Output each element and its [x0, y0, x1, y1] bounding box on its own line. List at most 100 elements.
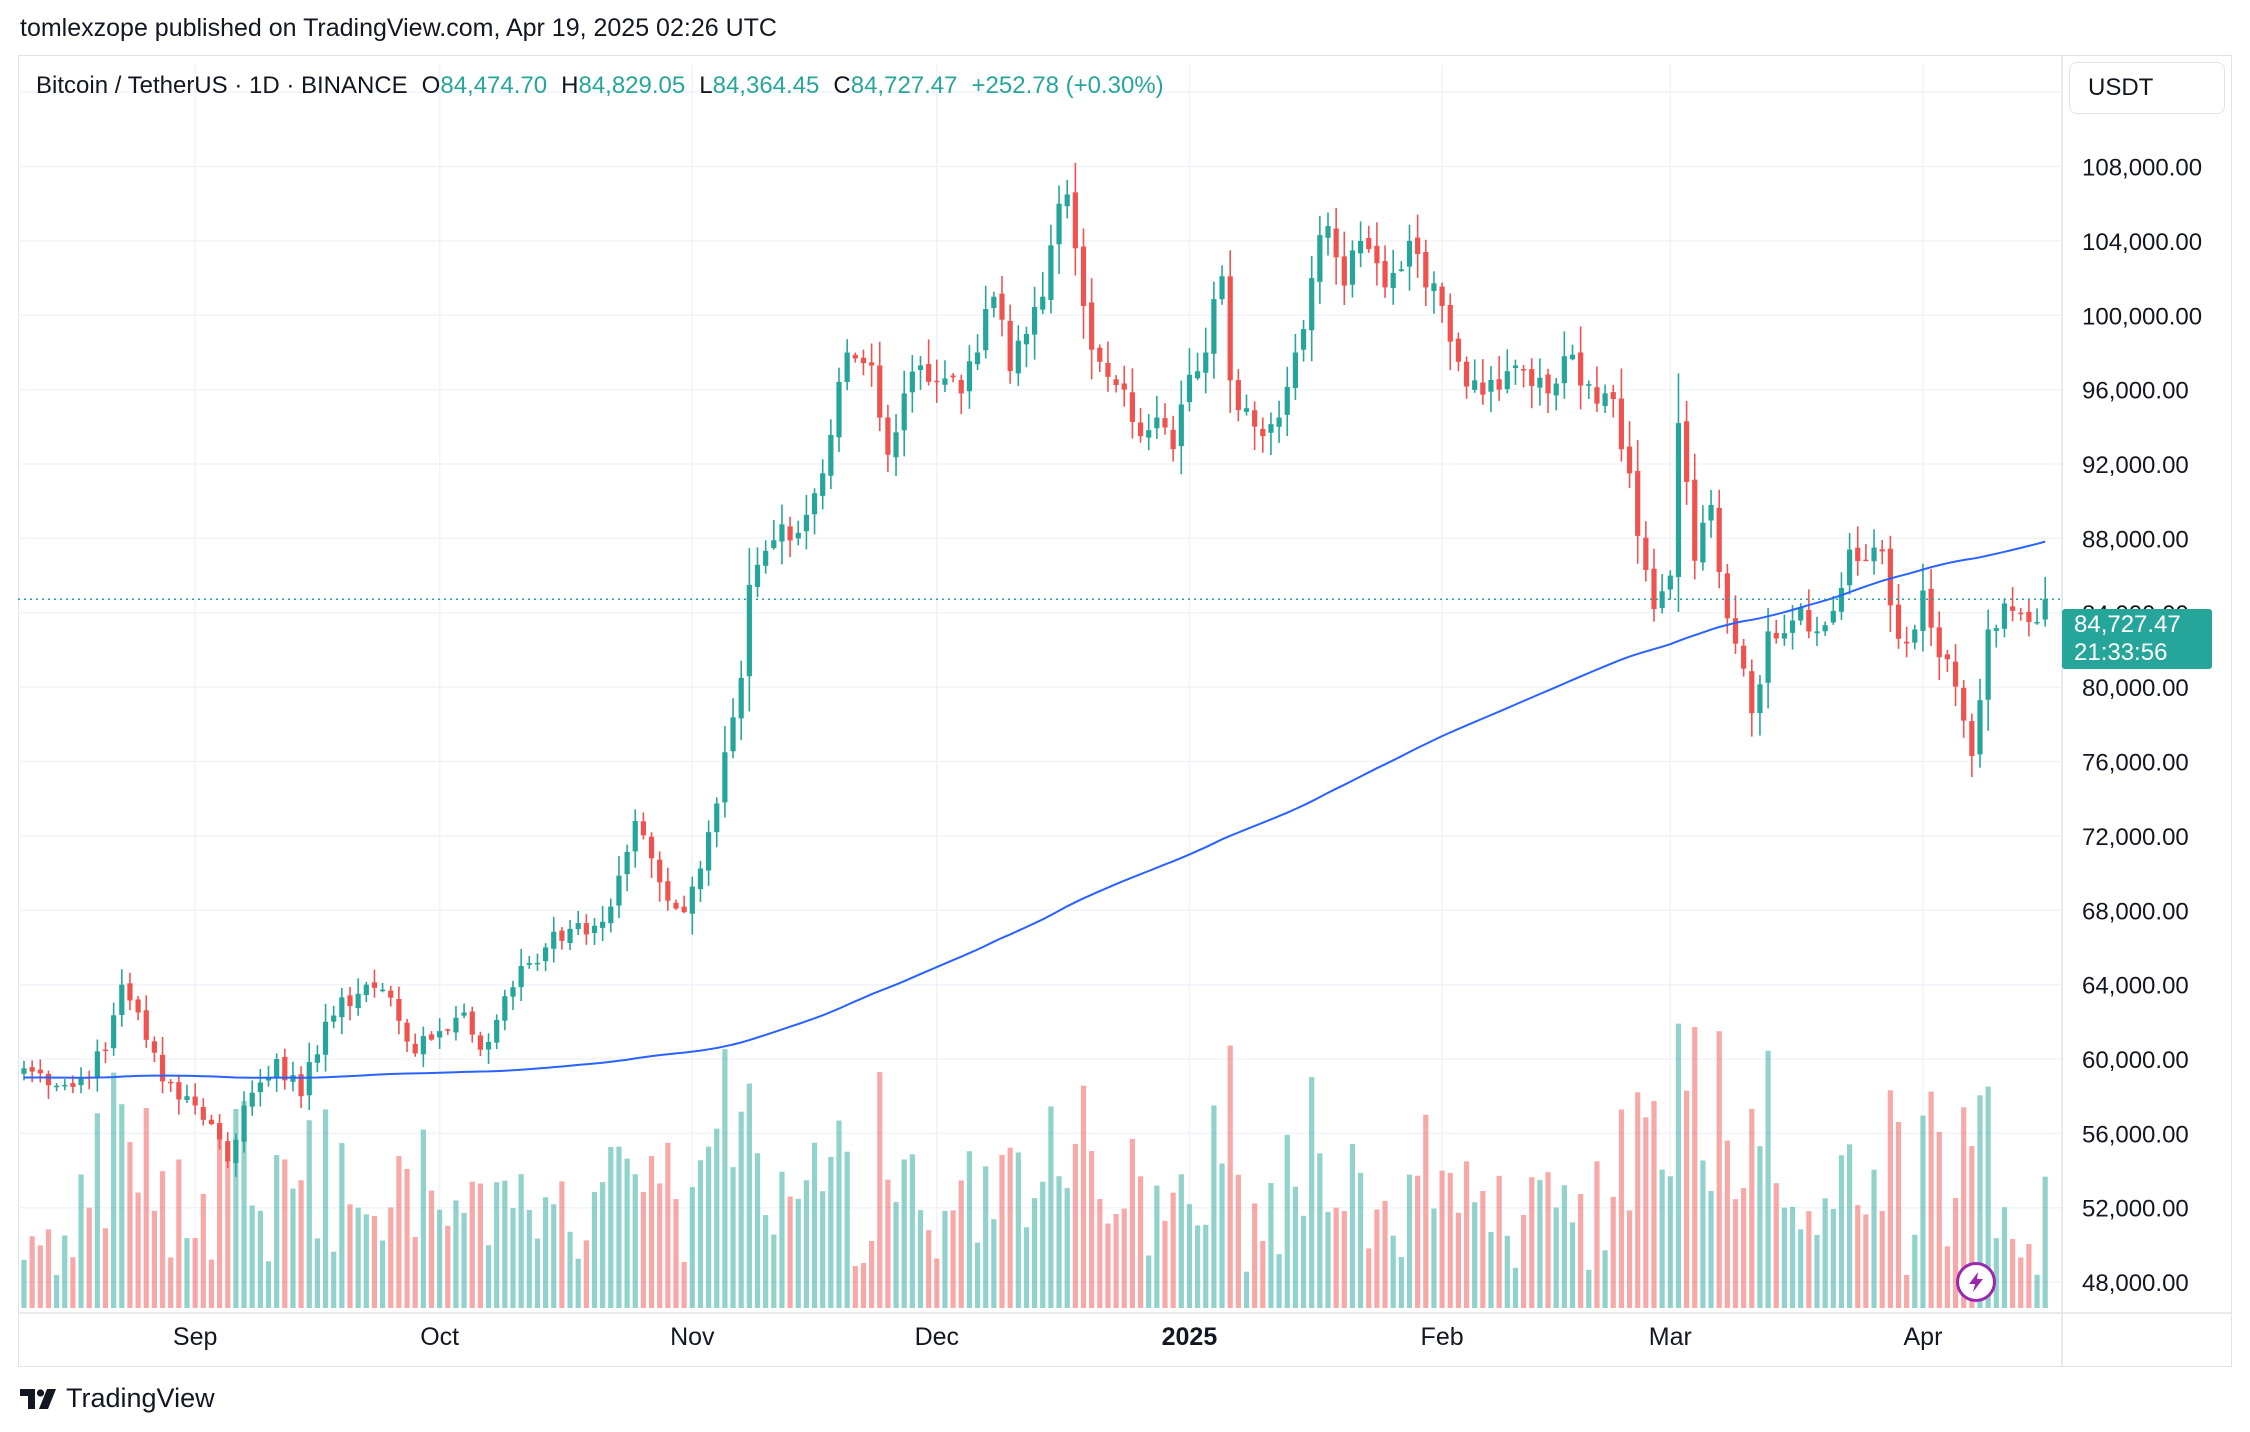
volume-bar [600, 1182, 606, 1308]
volume-bar [1154, 1185, 1160, 1308]
volume-bar [1781, 1207, 1787, 1308]
volume-bar [1692, 1027, 1698, 1308]
volume-bar [657, 1183, 663, 1308]
candle-body [885, 417, 891, 455]
volume-bar [771, 1234, 777, 1308]
volume-bar [1015, 1152, 1021, 1308]
volume-bar [1789, 1206, 1796, 1308]
candle-body [184, 1096, 190, 1100]
candle-body [640, 821, 646, 836]
moving-average-line [24, 540, 2046, 1079]
candle-body [1969, 721, 1975, 756]
candle-body [37, 1069, 43, 1074]
volume-bar [1284, 1134, 1290, 1308]
candle-body [1048, 245, 1054, 300]
lightning-button[interactable] [1956, 1262, 1996, 1302]
volume-bar [820, 1191, 826, 1308]
volume-bar [1317, 1153, 1323, 1308]
volume-bar [1537, 1180, 1543, 1308]
volume-bar [1056, 1176, 1062, 1308]
candle-body [1113, 379, 1119, 385]
candle-body [1023, 333, 1030, 345]
candle-body [999, 293, 1005, 320]
volume-bar [1863, 1214, 1869, 1308]
volume-bar [1765, 1050, 1771, 1308]
candle-body [119, 984, 125, 1016]
volume-bar [241, 1101, 247, 1308]
candle-body [1146, 430, 1152, 438]
volume-bar [1618, 1109, 1624, 1308]
candle-body [820, 473, 826, 496]
candle-body [363, 984, 369, 995]
volume-bar [1268, 1183, 1274, 1308]
volume-bar [844, 1151, 850, 1308]
candle-body [706, 832, 712, 871]
brand[interactable]: TradingView [20, 1383, 215, 1414]
volume-bar [78, 1174, 84, 1308]
volume-bar [1121, 1208, 1127, 1308]
volume-bar [1113, 1214, 1119, 1308]
volume-bar [706, 1146, 712, 1308]
candle-body [2001, 603, 2008, 629]
candle-body [1406, 240, 1413, 267]
legend-high-value: 84,829.05 [578, 72, 686, 99]
volume-bar [877, 1072, 883, 1308]
y-tick-label: 80,000.00 [2082, 675, 2189, 702]
candle-body [1463, 361, 1470, 387]
legend-symbol[interactable]: Bitcoin / TetherUS · 1D · BINANCE [36, 72, 408, 99]
volume-bar [893, 1202, 899, 1308]
chart-frame[interactable] [18, 55, 2232, 1367]
moving-average-layer [24, 540, 2046, 1079]
volume-bar [1358, 1172, 1364, 1308]
volume-bar [1879, 1210, 1885, 1308]
volume-bar [632, 1174, 638, 1308]
volume-bar [885, 1179, 891, 1308]
candle-body [380, 989, 386, 992]
volume-bar [1675, 1023, 1682, 1308]
candle-body [844, 352, 850, 382]
volume-bar [485, 1245, 492, 1308]
volume-bar [958, 1180, 964, 1308]
candle-body [1602, 393, 1608, 407]
candle-body [1977, 700, 1983, 755]
volume-bar [355, 1207, 361, 1308]
candle-body [257, 1082, 263, 1093]
volume-bar [787, 1196, 793, 1308]
candle-body [2018, 612, 2024, 615]
y-tick-label: 56,000.00 [2082, 1121, 2189, 1148]
brand-name: TradingView [66, 1383, 215, 1413]
volume-bar [1374, 1209, 1380, 1308]
candle-body [787, 526, 793, 541]
candle-body [1056, 203, 1062, 245]
volume-bar [779, 1171, 785, 1308]
volume-bar [510, 1208, 516, 1308]
candle-body [1765, 631, 1771, 683]
candle-body [1178, 404, 1184, 447]
candle-body [1667, 575, 1673, 590]
candle-body [1529, 369, 1535, 386]
candle-body [1618, 398, 1624, 450]
volume-bar [1455, 1212, 1461, 1308]
volume-bar [1895, 1121, 1902, 1308]
candle-body [1814, 631, 1820, 634]
legend-high-label: H [561, 72, 579, 99]
volume-bar [331, 1251, 337, 1308]
legend-low-label: L [699, 72, 713, 99]
volume-bar [917, 1210, 924, 1308]
candle-body [168, 1081, 174, 1084]
candle-body [730, 717, 736, 752]
volume-bar [811, 1142, 818, 1308]
candle-body [1643, 537, 1649, 571]
volume-bar [1366, 1248, 1372, 1308]
currency-selector[interactable]: USDT [2069, 62, 2225, 114]
candle-body [616, 875, 622, 906]
candle-body [1700, 522, 1706, 563]
candle-body [1211, 299, 1217, 354]
legend-low-value: 84,364.45 [712, 72, 820, 99]
candle-body [1952, 661, 1959, 687]
candle-body [331, 1015, 337, 1022]
volume-bar [974, 1242, 981, 1308]
candle-body [1586, 384, 1592, 386]
volume-bar [722, 1049, 728, 1308]
